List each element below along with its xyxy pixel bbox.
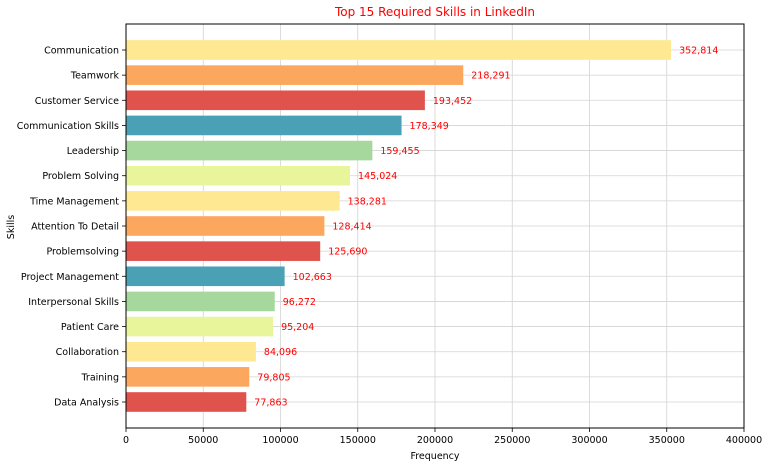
bar [126, 165, 351, 186]
bar [126, 367, 250, 387]
bar [126, 216, 325, 236]
bar-value-label: 352,814 [679, 46, 718, 57]
y-tick-label: Communication Skills [17, 121, 119, 132]
y-tick-label: Problem Solving [42, 171, 119, 182]
x-axis-label: Frequency [410, 451, 459, 462]
x-tick-labels: 0 50000 100000 150000 200000 250000 300000 3500… [123, 428, 762, 446]
x-tick-label: 200000 [417, 435, 453, 446]
bar-value-label: 138,281 [348, 196, 387, 207]
y-tick-label: Patient Care [61, 322, 119, 333]
bar [126, 65, 464, 85]
bar-value-label: 95,204 [281, 322, 314, 333]
y-tick-label: Data Analysis [54, 398, 119, 409]
bar [126, 90, 425, 111]
bar-value-label: 102,663 [293, 272, 332, 283]
bar-value-label: 159,455 [380, 146, 419, 157]
y-tick-label: Training [81, 372, 120, 383]
plot-frame [125, 23, 745, 429]
bar [126, 392, 247, 412]
y-tick-labels: Communication Teamwork Customer Service Com… [17, 46, 126, 409]
bar-value-label: 96,272 [283, 297, 316, 308]
y-axis-label: Skills [6, 215, 17, 239]
x-tick-label: 250000 [494, 435, 530, 446]
bar [126, 40, 672, 60]
y-tick-label: Communication [44, 46, 119, 57]
bar-value-label: 77,863 [254, 398, 287, 409]
x-tick-label: 0 [123, 435, 129, 446]
y-tick-label: Collaboration [56, 347, 119, 358]
y-tick-label: Interpersonal Skills [28, 297, 119, 308]
y-tick-label: Time Management [29, 196, 119, 207]
bar-value-label: 128,414 [332, 222, 371, 233]
x-tick-label: 100000 [262, 435, 298, 446]
y-tick-label: Teamwork [70, 71, 120, 82]
y-tick-label: Customer Service [35, 96, 119, 107]
bar-value-label: 125,690 [328, 247, 367, 258]
bar [126, 316, 274, 337]
x-tick-label: 300000 [571, 435, 607, 446]
chart-title: Top 15 Required Skills in LinkedIn [334, 5, 535, 19]
x-tick-label: 400000 [726, 435, 762, 446]
x-tick-label: 150000 [340, 435, 376, 446]
bar-value-label: 145,024 [358, 171, 397, 182]
bar-value-label: 218,291 [471, 71, 510, 82]
y-tick-label: Project Management [21, 272, 119, 283]
bar-value-label: 84,096 [264, 347, 297, 358]
y-tick-label: Problemsolving [46, 247, 119, 258]
bar [126, 341, 256, 362]
value-labels: 352,814 218,291 193,452 178,349 159,455 145,0… [254, 46, 718, 409]
y-tick-label: Leadership [67, 146, 119, 157]
y-tick-label: Attention To Detail [31, 222, 119, 233]
bar [126, 241, 321, 261]
bar [126, 140, 373, 161]
bars [126, 40, 672, 412]
bar [126, 291, 275, 312]
x-tick-label: 50000 [188, 435, 218, 446]
x-tick-label: 350000 [649, 435, 685, 446]
bar-value-label: 178,349 [410, 121, 449, 132]
bar [126, 115, 402, 136]
bar [126, 266, 285, 287]
bar [126, 191, 340, 211]
bar-value-label: 79,805 [257, 372, 290, 383]
bar-value-label: 193,452 [433, 96, 472, 107]
